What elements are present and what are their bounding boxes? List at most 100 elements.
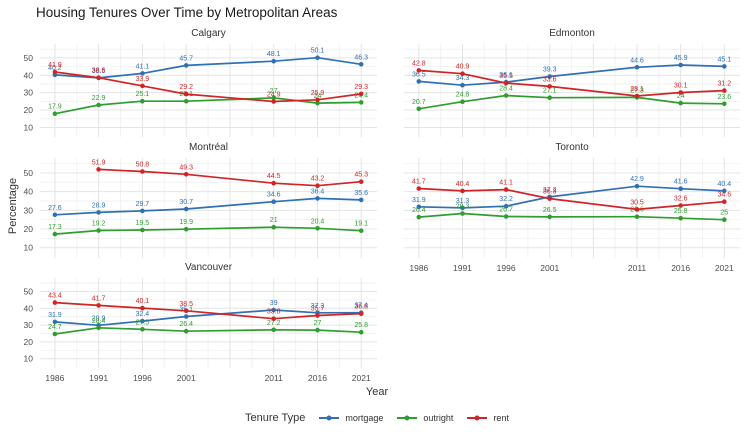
- data-point: [634, 183, 640, 189]
- data-label: 41.7: [412, 179, 426, 186]
- facet-title: Vancouver: [185, 262, 233, 273]
- gridlines: [404, 44, 740, 137]
- data-label: 27: [314, 320, 322, 327]
- x-tick-label: 2011: [265, 373, 284, 383]
- data-label: 36.8: [354, 304, 368, 311]
- data-label: 27.6: [48, 205, 62, 212]
- legend-key-point: [404, 415, 410, 421]
- data-label: 30.1: [674, 83, 688, 90]
- data-label: 31.9: [412, 197, 426, 204]
- data-label: 40.9: [456, 64, 470, 71]
- data-point: [96, 167, 101, 172]
- series-rent: 41.9 38.6 33.9 29.2 24.9 25.9 29.3: [48, 62, 368, 104]
- data-point: [140, 71, 145, 76]
- legend-item-mortgage: mortgage: [318, 412, 383, 424]
- data-label: 32.4: [136, 311, 150, 318]
- data-point: [315, 327, 320, 333]
- data-point: [547, 84, 552, 89]
- data-point: [634, 214, 640, 219]
- data-label: 33.9: [136, 76, 150, 83]
- data-point: [460, 71, 465, 76]
- data-point: [547, 74, 552, 79]
- series-rent: 51.9 50.8 49.3 44.5 43.2 45.3: [92, 159, 368, 188]
- series-rent: 41.7 40.4 41.1 36.3 30.5 32.6 34.6: [412, 179, 731, 212]
- x-tick-label: 2016: [671, 263, 690, 273]
- data-label: 24: [677, 93, 685, 100]
- data-label: 44.6: [630, 57, 644, 64]
- data-point: [140, 98, 145, 104]
- data-point: [722, 101, 727, 107]
- data-label: 24: [314, 93, 322, 100]
- facet-calgary: Calgary 10 20 30 40 50 40.2 38.5 41.1 45.7 48.1 50.…: [24, 28, 377, 137]
- facet-toronto: Toronto 1986 1991 1996 2001 2011 2016 2021 31.9 3…: [404, 142, 740, 273]
- data-point: [271, 58, 277, 64]
- data-label: 29.9: [92, 315, 106, 322]
- legend-label-mortgage: mortgage: [345, 413, 384, 423]
- data-point: [271, 95, 277, 101]
- data-label: 25: [720, 210, 728, 217]
- data-point: [547, 214, 552, 220]
- data-label: 31.9: [48, 312, 62, 319]
- data-label: 27.5: [136, 319, 150, 326]
- data-label: 28.4: [499, 86, 513, 93]
- gridlines: [40, 44, 377, 137]
- y-tick-label: 10: [24, 243, 34, 253]
- data-label: 36.4: [311, 188, 325, 195]
- y-tick-label: 10: [24, 354, 34, 364]
- data-point: [52, 319, 58, 325]
- data-point: [315, 313, 320, 318]
- data-label: 31.2: [717, 81, 731, 88]
- data-point: [358, 100, 364, 105]
- data-label: 19.9: [179, 219, 193, 226]
- data-label: 33.8: [267, 309, 281, 316]
- data-point: [315, 226, 320, 231]
- data-label: 38.5: [92, 68, 106, 75]
- data-point: [52, 111, 58, 116]
- data-point: [140, 208, 145, 214]
- data-label: 21: [270, 217, 278, 224]
- data-point: [634, 93, 640, 99]
- data-point: [96, 210, 101, 215]
- data-label: 19.2: [92, 221, 106, 228]
- data-label: 22.9: [92, 95, 106, 102]
- data-point: [503, 80, 509, 86]
- data-point: [183, 206, 189, 212]
- data-point: [140, 318, 145, 324]
- data-label: 28.4: [92, 318, 106, 325]
- data-label: 36.1: [499, 72, 513, 79]
- data-label: 25.8: [674, 208, 688, 215]
- data-label: 19.5: [136, 220, 150, 227]
- data-point: [503, 214, 509, 219]
- data-point: [140, 83, 145, 89]
- data-label: 46.3: [354, 54, 368, 61]
- chart-title: Housing Tenures Over Time by Metropolita…: [36, 5, 338, 20]
- data-point: [722, 64, 727, 69]
- facet-edmonton: Edmonton 36.5 34.3 36.1 39.3 44.6 45.9 45.1 20.7…: [404, 28, 740, 137]
- legend-key-point: [474, 415, 480, 421]
- data-point: [416, 186, 422, 191]
- data-label: 48.1: [267, 51, 281, 58]
- data-label: 32.6: [674, 196, 688, 203]
- data-point: [183, 172, 189, 177]
- data-label: 41.7: [92, 295, 106, 302]
- data-point: [547, 95, 552, 100]
- data-label: 17.3: [48, 224, 62, 231]
- data-label: 34.6: [267, 192, 281, 199]
- data-label: 27.1: [543, 88, 557, 95]
- facet-vancouver: Vancouver 10 20 30 40 50 1986 1991 1996 2001 2011 2…: [24, 262, 377, 383]
- series-mortgage: 27.6 28.9 29.7 30.7 34.6 36.4 35.6: [48, 188, 368, 218]
- data-point: [416, 214, 422, 220]
- legend: Tenure Type mortgage outright rent: [0, 412, 754, 424]
- data-label: 38.5: [179, 301, 193, 308]
- y-axis-title: Percentage: [7, 177, 19, 235]
- series-rent: 42.8 40.9 35.5 33.6 28.1 30.1 31.2: [412, 60, 731, 99]
- data-point: [183, 328, 189, 334]
- data-point: [96, 228, 101, 233]
- data-label: 41.1: [499, 180, 513, 187]
- data-label: 23.6: [717, 94, 731, 101]
- data-point: [358, 228, 364, 233]
- y-tick-label: 30: [24, 88, 34, 98]
- data-label: 30.5: [630, 199, 644, 206]
- data-point: [358, 62, 364, 67]
- x-tick-label: 1986: [45, 373, 64, 383]
